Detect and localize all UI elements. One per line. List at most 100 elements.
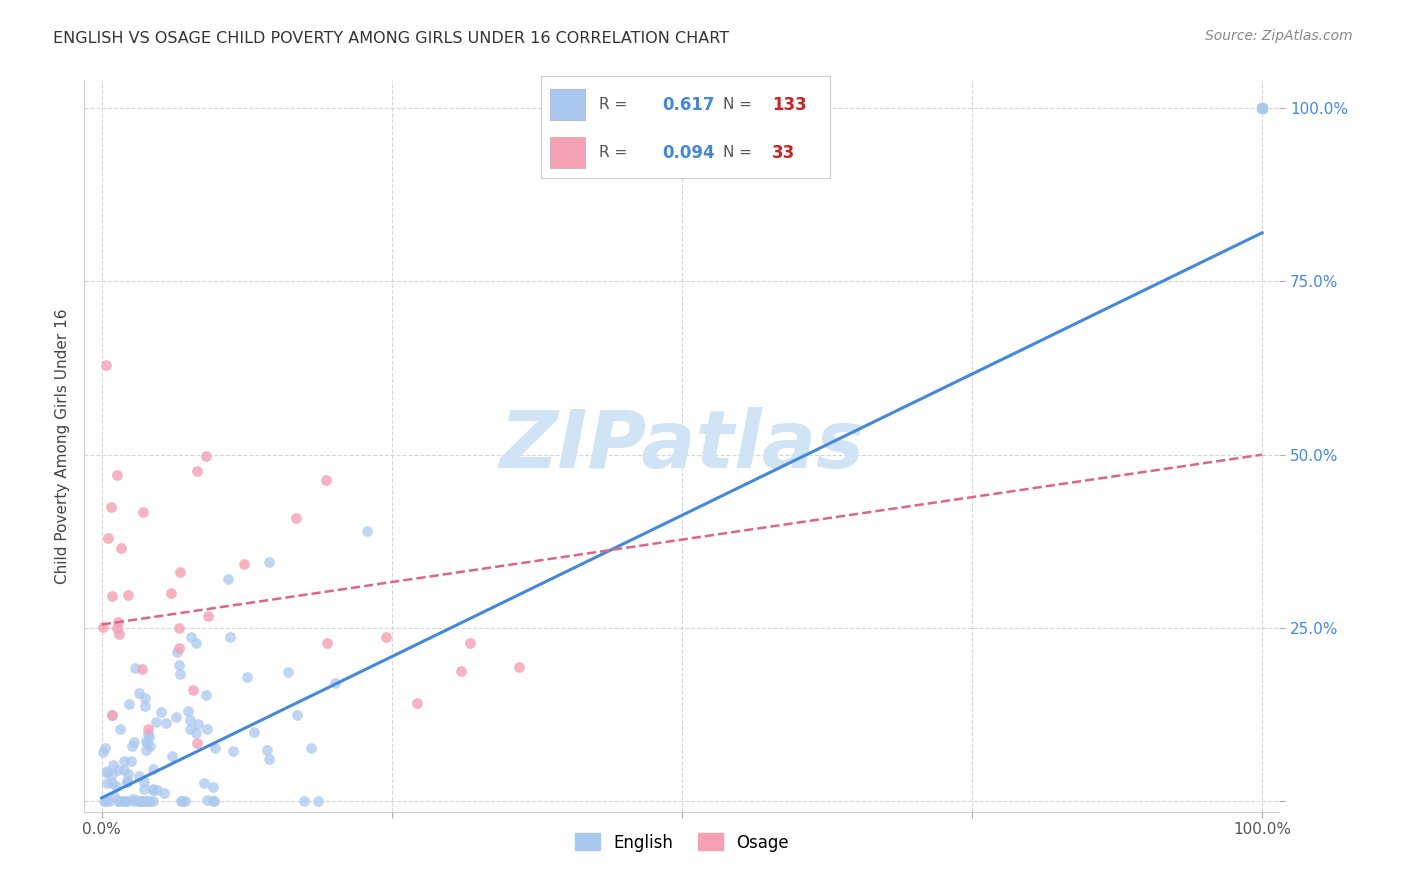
Text: ENGLISH VS OSAGE CHILD POVERTY AMONG GIRLS UNDER 16 CORRELATION CHART: ENGLISH VS OSAGE CHILD POVERTY AMONG GIR… (53, 31, 730, 46)
Point (194, 450, 217, 464)
Text: ZIPatlas: ZIPatlas (499, 407, 865, 485)
Point (1251, 101, 1274, 115)
Point (117, 767, 139, 781)
Point (100, 776, 122, 790)
Point (179, 714, 201, 728)
Text: 0.094: 0.094 (662, 144, 716, 161)
Point (1251, 101, 1274, 115)
Point (93, 620, 115, 634)
Point (201, 780, 224, 794)
Point (139, 794, 162, 808)
Point (1251, 101, 1274, 115)
Point (450, 665, 472, 679)
Point (167, 621, 190, 635)
Point (104, 779, 127, 793)
Point (155, 715, 177, 730)
FancyBboxPatch shape (550, 89, 585, 120)
Point (108, 722, 131, 736)
Point (1251, 101, 1274, 115)
Point (277, 665, 299, 679)
Point (406, 696, 429, 710)
Point (1251, 101, 1274, 115)
Text: 133: 133 (772, 95, 807, 113)
Point (122, 791, 145, 805)
Point (1251, 101, 1274, 115)
Point (138, 730, 160, 744)
Point (323, 676, 346, 690)
Point (1251, 101, 1274, 115)
Point (142, 782, 165, 797)
Text: 33: 33 (772, 144, 796, 161)
Point (1251, 101, 1274, 115)
Point (122, 794, 145, 808)
Point (110, 541, 132, 555)
Point (134, 794, 156, 808)
Point (173, 794, 195, 808)
Point (233, 558, 256, 572)
Point (1251, 101, 1274, 115)
Point (122, 735, 145, 749)
Point (1251, 101, 1274, 115)
Point (236, 670, 259, 684)
Point (315, 636, 337, 650)
Point (142, 783, 165, 797)
Point (135, 735, 157, 749)
Point (184, 636, 207, 650)
Point (105, 621, 128, 635)
Point (186, 464, 208, 478)
Text: N =: N = (723, 145, 752, 161)
Point (153, 786, 176, 800)
Point (160, 748, 183, 763)
Point (107, 794, 129, 808)
Point (118, 697, 141, 711)
Point (169, 666, 191, 681)
Legend: English, Osage: English, Osage (568, 827, 796, 858)
Point (131, 662, 153, 676)
Point (166, 644, 188, 658)
Point (1251, 101, 1274, 115)
Point (307, 794, 329, 808)
Point (374, 631, 396, 645)
Point (1251, 101, 1274, 115)
Point (135, 734, 157, 748)
Point (129, 794, 152, 808)
Point (142, 794, 165, 808)
Point (100, 707, 122, 722)
Point (100, 500, 122, 515)
Point (112, 754, 135, 768)
Point (96, 775, 118, 789)
Point (201, 794, 224, 808)
Point (160, 586, 183, 600)
Point (187, 716, 209, 731)
Point (132, 794, 155, 808)
Point (169, 565, 191, 579)
Text: R =: R = (599, 97, 627, 112)
Text: 0.617: 0.617 (662, 95, 714, 113)
Point (1251, 101, 1274, 115)
Point (1251, 101, 1274, 115)
Point (285, 707, 308, 722)
Point (197, 609, 219, 624)
Point (1251, 101, 1274, 115)
Point (142, 762, 165, 776)
Point (132, 782, 155, 797)
Point (136, 723, 159, 737)
Point (1251, 101, 1274, 115)
Text: Source: ZipAtlas.com: Source: ZipAtlas.com (1205, 29, 1353, 43)
Point (107, 615, 129, 629)
Point (93, 741, 115, 756)
Point (193, 776, 215, 790)
Point (299, 740, 322, 755)
Point (1251, 101, 1274, 115)
Point (117, 588, 139, 602)
Point (100, 707, 122, 722)
Point (136, 727, 159, 741)
Point (167, 641, 190, 656)
Point (256, 743, 278, 757)
Point (170, 794, 193, 808)
Point (120, 754, 142, 768)
Point (101, 767, 124, 781)
Point (458, 635, 481, 649)
Point (1251, 101, 1274, 115)
Point (219, 630, 242, 644)
